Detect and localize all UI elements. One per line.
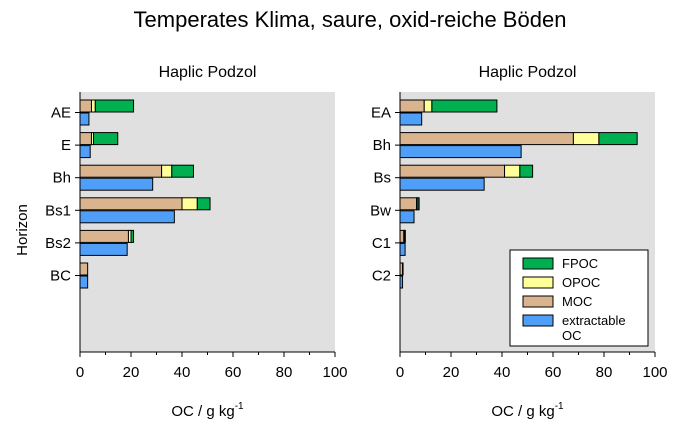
- bar-extractable-oc-bs2: [79, 242, 128, 256]
- y-tick-label: Bh: [53, 170, 71, 187]
- x-tick-label: 20: [123, 364, 140, 381]
- bar-extractable-oc-c1: [399, 242, 406, 256]
- bar-extractable-oc-c2: [399, 275, 404, 289]
- bar-moc-bc: [79, 262, 89, 276]
- x-axis-label-main: OC / g kg: [491, 403, 554, 420]
- bar-moc-ea: [399, 99, 425, 113]
- bar-extractable-oc-bs: [399, 177, 485, 191]
- bar-fpoc-bw: [417, 197, 420, 211]
- y-tick-label: E: [61, 137, 71, 154]
- x-tick-label: 60: [225, 364, 242, 381]
- x-tick-label: 100: [642, 364, 667, 381]
- x-axis-label: OC / g kg-1: [171, 401, 244, 420]
- y-axis-label: Horizon: [14, 204, 31, 256]
- legend-label: OPOC: [562, 275, 600, 290]
- panel-title: Haplic Podzol: [479, 64, 577, 81]
- bar-moc-e: [79, 132, 92, 146]
- y-tick-label: Bs2: [45, 235, 71, 252]
- x-axis-label-superscript: -1: [555, 401, 564, 412]
- legend-label: FPOC: [562, 256, 598, 271]
- y-tick-label: Bw: [370, 202, 391, 219]
- bar-extractable-oc-bh: [399, 145, 522, 159]
- bar-extractable-oc-bc: [79, 275, 89, 289]
- x-tick-label: 80: [276, 364, 293, 381]
- bar-moc-bs2: [79, 229, 129, 243]
- x-tick-label: 40: [494, 364, 511, 381]
- panel-2: Haplic Podzol 0 20 40 60 80 100 OC / g kg-1 EA Bh…: [370, 64, 667, 420]
- y-tick-label: Bh: [373, 137, 391, 154]
- y-tick-label: EA: [371, 105, 391, 122]
- x-tick-label: 20: [443, 364, 460, 381]
- x-axis-label-main: OC / g kg: [171, 403, 234, 420]
- x-tick-label: 80: [596, 364, 613, 381]
- y-tick-label: Bs1: [45, 202, 71, 219]
- panel-title: Haplic Podzol: [159, 64, 257, 81]
- bar-moc-bh: [79, 164, 163, 178]
- y-tick-label: Bs: [373, 170, 391, 187]
- bar-opoc-bs1: [181, 197, 198, 211]
- figure-title: Temperates Klima, saure, oxid-reiche Böd…: [134, 7, 567, 32]
- legend-swatch-fpoc: [522, 257, 554, 270]
- bar-moc-bh: [399, 132, 574, 146]
- legend-label-line2: OC: [562, 328, 582, 343]
- bar-opoc-ae: [90, 99, 96, 113]
- legend-swatch-extractable: [522, 314, 554, 327]
- bar-fpoc-bh: [171, 164, 194, 178]
- bar-fpoc-bs: [519, 164, 534, 178]
- bar-extractable-oc-e: [79, 145, 91, 159]
- bar-fpoc-ae: [94, 99, 135, 113]
- x-axis-label-superscript: -1: [235, 401, 244, 412]
- bar-fpoc-c1: [404, 229, 406, 243]
- bar-extractable-oc-bw: [399, 210, 415, 224]
- x-tick-label: 40: [174, 364, 191, 381]
- bar-opoc-ea: [423, 99, 433, 113]
- bar-fpoc-ea: [431, 99, 498, 113]
- bar-extractable-oc-bs1: [79, 210, 175, 224]
- x-tick-label: 0: [76, 364, 84, 381]
- bar-opoc-bh: [161, 164, 173, 178]
- bar-moc-c1: [399, 229, 405, 243]
- bar-fpoc-bs2: [130, 229, 135, 243]
- legend-label: MOC: [562, 294, 592, 309]
- bar-extractable-oc-ea: [399, 112, 423, 126]
- x-tick-label: 60: [545, 364, 562, 381]
- legend-swatch-opoc: [522, 276, 554, 289]
- x-tick-label: 100: [322, 364, 347, 381]
- y-tick-label: C2: [372, 268, 391, 285]
- bar-moc-bw: [399, 197, 418, 211]
- x-axis-label: OC / g kg-1: [491, 401, 564, 420]
- legend-label: extractable: [562, 313, 626, 328]
- bar-opoc-bh: [572, 132, 600, 146]
- legend-swatch-moc: [522, 295, 554, 308]
- bar-moc-bs1: [79, 197, 183, 211]
- y-tick-label: BC: [50, 268, 71, 285]
- bar-fpoc-e: [93, 132, 119, 146]
- y-tick-label: C1: [372, 235, 391, 252]
- bar-fpoc-bh: [598, 132, 638, 146]
- x-tick-label: 0: [396, 364, 404, 381]
- bar-extractable-oc-bh: [79, 177, 154, 191]
- bar-extractable-oc-ae: [79, 112, 90, 126]
- bar-fpoc-c2: [402, 262, 404, 276]
- bar-fpoc-bs1: [196, 197, 211, 211]
- bar-opoc-bs: [504, 164, 521, 178]
- bar-moc-ae: [79, 99, 92, 113]
- y-tick-label: AE: [51, 105, 71, 122]
- bar-moc-bs: [399, 164, 506, 178]
